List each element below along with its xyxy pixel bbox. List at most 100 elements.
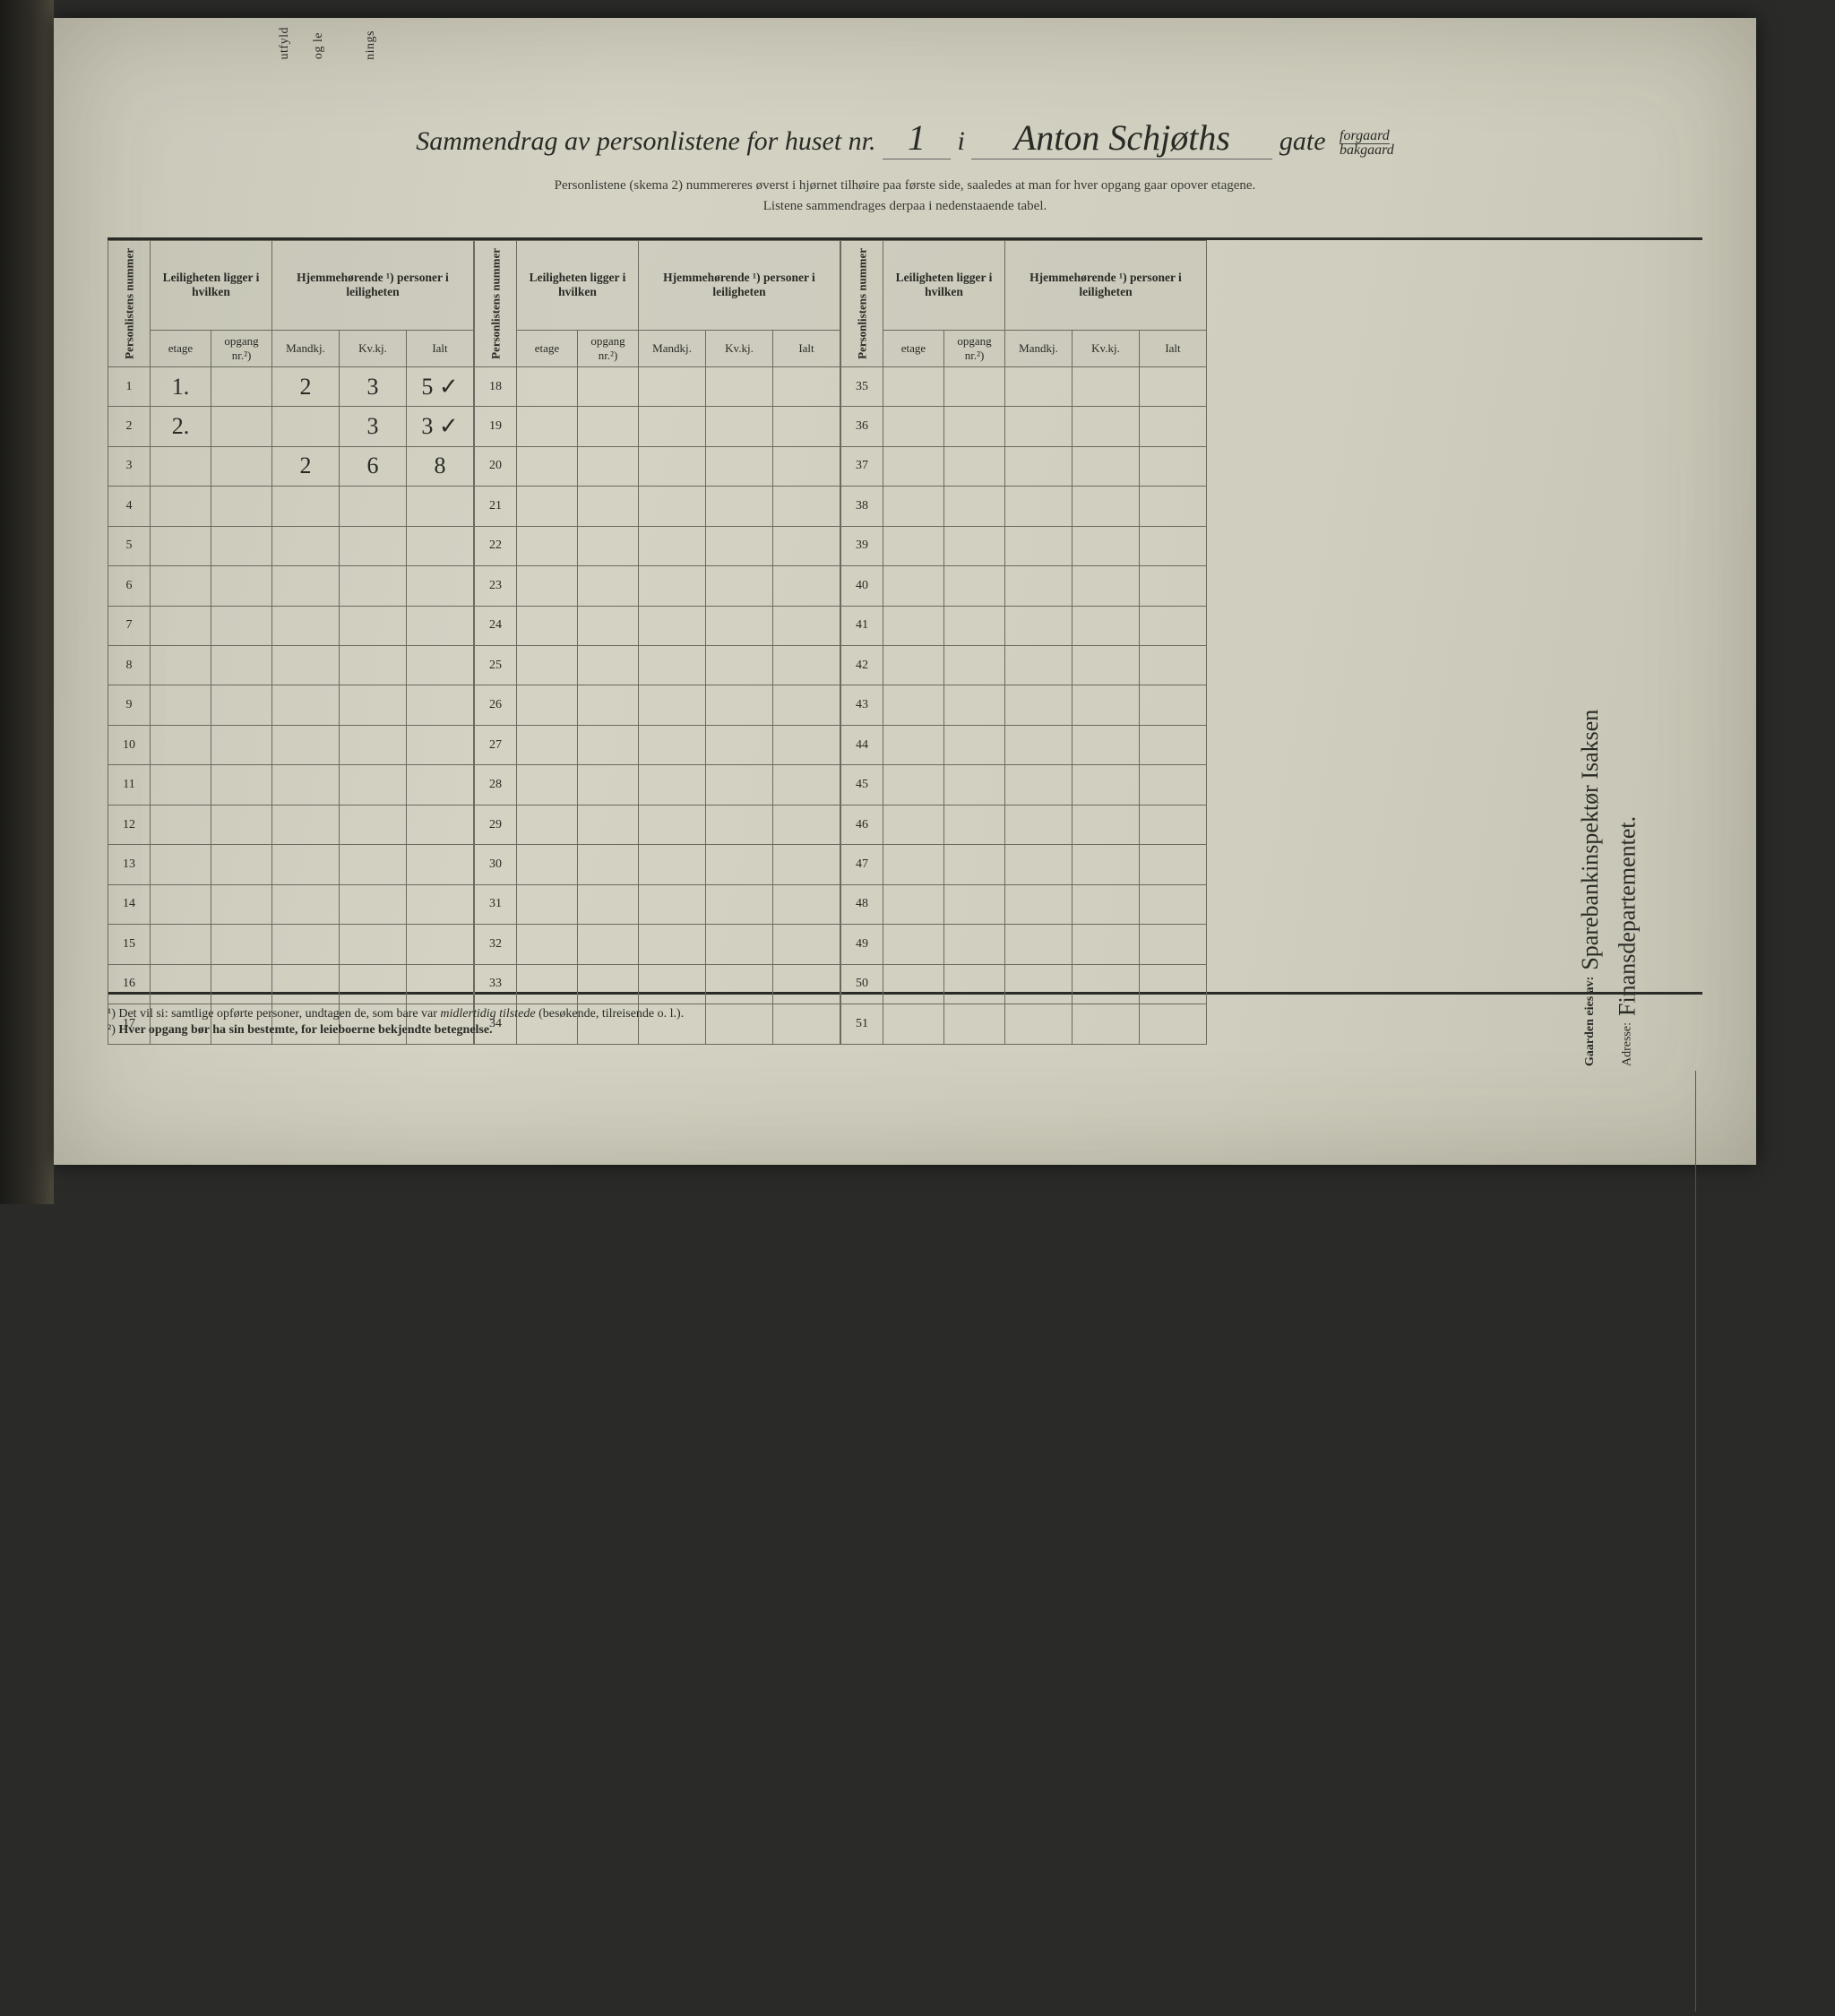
cell-kvkj [706, 646, 773, 685]
cell-ialt [773, 765, 840, 805]
cell-rownum: 44 [841, 725, 883, 764]
cell-ialt: 3 ✓ [407, 407, 474, 446]
table-row: 18 [475, 366, 840, 406]
table-row: 32 [475, 925, 840, 964]
cell-etage [883, 964, 944, 1004]
subnote-line1: Personlistene (skema 2) nummereres øvers… [555, 178, 1256, 193]
cell-etage [151, 566, 211, 606]
cell-rownum: 4 [108, 487, 151, 526]
cell-mandkj [272, 606, 340, 645]
cell-ialt [773, 725, 840, 764]
cell-opgang [944, 725, 1005, 764]
fn1-ital: midlertidig tilstede [440, 1007, 535, 1021]
cell-opgang [944, 845, 1005, 884]
cell-opgang [944, 765, 1005, 805]
cell-kvkj [340, 964, 407, 1004]
table-row: 44 [841, 725, 1207, 764]
cell-ialt [1140, 765, 1207, 805]
cell-ialt [1140, 526, 1207, 565]
cell-mandkj [272, 566, 340, 606]
cell-ialt [773, 566, 840, 606]
cell-opgang [578, 845, 639, 884]
cell-etage [883, 685, 944, 725]
cell-ialt [407, 487, 474, 526]
cell-ialt [773, 366, 840, 406]
cell-mandkj [1005, 725, 1073, 764]
cell-opgang [211, 366, 272, 406]
title-i: i [958, 126, 965, 156]
cell-ialt [1140, 925, 1207, 964]
cell-etage [883, 805, 944, 844]
table-row: 11.235 ✓ [108, 366, 474, 406]
cell-mandkj: 2 [272, 366, 340, 406]
table-row: 39 [841, 526, 1207, 565]
cell-etage [151, 765, 211, 805]
table-row: 15 [108, 925, 474, 964]
cell-mandkj [1005, 646, 1073, 685]
cell-opgang [578, 884, 639, 924]
table-row: 14 [108, 884, 474, 924]
cell-rownum: 51 [841, 1004, 883, 1045]
cell-ialt [1140, 606, 1207, 645]
cell-etage [883, 884, 944, 924]
cell-etage [517, 407, 578, 446]
cell-opgang [944, 566, 1005, 606]
table-row: 19 [475, 407, 840, 446]
table-row: 22 [475, 526, 840, 565]
cell-kvkj [706, 526, 773, 565]
cell-kvkj [340, 526, 407, 565]
cell-etage [517, 845, 578, 884]
personlister-label: personlister opførte. [1594, 1903, 1607, 2012]
gate-suffix: forgaard bakgaard [1340, 129, 1394, 158]
cell-etage [883, 407, 944, 446]
table-row: 10 [108, 725, 474, 764]
table-row: 51 [841, 1004, 1207, 1045]
cell-kvkj [340, 487, 407, 526]
cell-mandkj [1005, 925, 1073, 964]
cell-rownum: 50 [841, 964, 883, 1004]
cell-opgang [944, 366, 1005, 406]
cell-opgang [944, 685, 1005, 725]
col-mandkj: Mandkj. [272, 330, 340, 366]
cell-kvkj [706, 366, 773, 406]
top-text-fragments: utfyld og le nings [278, 27, 392, 64]
table-row: 45 [841, 765, 1207, 805]
cell-ialt [407, 606, 474, 645]
bevidnes-column: Det bevidnes, at der med mit vidende ikk… [1572, 1071, 1696, 2012]
cell-ialt [773, 606, 840, 645]
cell-opgang [211, 606, 272, 645]
cell-etage [151, 805, 211, 844]
table-row: 37 [841, 446, 1207, 486]
cell-kvkj [706, 407, 773, 446]
table-block: Personlistens nummerLeiligheten ligger i… [108, 240, 474, 1045]
street-name-field: Anton Schjøths [971, 116, 1272, 159]
cell-rownum: 9 [108, 685, 151, 725]
cell-etage [517, 725, 578, 764]
cell-kvkj [706, 1004, 773, 1045]
cell-kvkj [340, 725, 407, 764]
col-etage: etage [883, 330, 944, 366]
cell-ialt [1140, 566, 1207, 606]
table-row: 26 [475, 685, 840, 725]
table-row: 43 [841, 685, 1207, 725]
title-prefix: Sammendrag av personlistene for huset nr… [416, 126, 875, 156]
cell-etage [517, 925, 578, 964]
cell-rownum: 39 [841, 526, 883, 565]
document-page: utfyld og le nings Sammendrag av personl… [54, 18, 1756, 1165]
cell-kvkj [1073, 964, 1140, 1004]
cell-kvkj [1073, 646, 1140, 685]
cell-mandkj [272, 526, 340, 565]
cell-mandkj [639, 964, 706, 1004]
cell-rownum: 49 [841, 925, 883, 964]
cell-mandkj [1005, 606, 1073, 645]
cell-opgang [211, 487, 272, 526]
cell-mandkj [1005, 1004, 1073, 1045]
cell-etage [517, 765, 578, 805]
cell-mandkj [1005, 407, 1073, 446]
table-row: 22.33 ✓ [108, 407, 474, 446]
cell-etage [517, 606, 578, 645]
cell-kvkj [1073, 805, 1140, 844]
table-row: 29 [475, 805, 840, 844]
cell-etage [151, 526, 211, 565]
cell-rownum: 30 [475, 845, 517, 884]
